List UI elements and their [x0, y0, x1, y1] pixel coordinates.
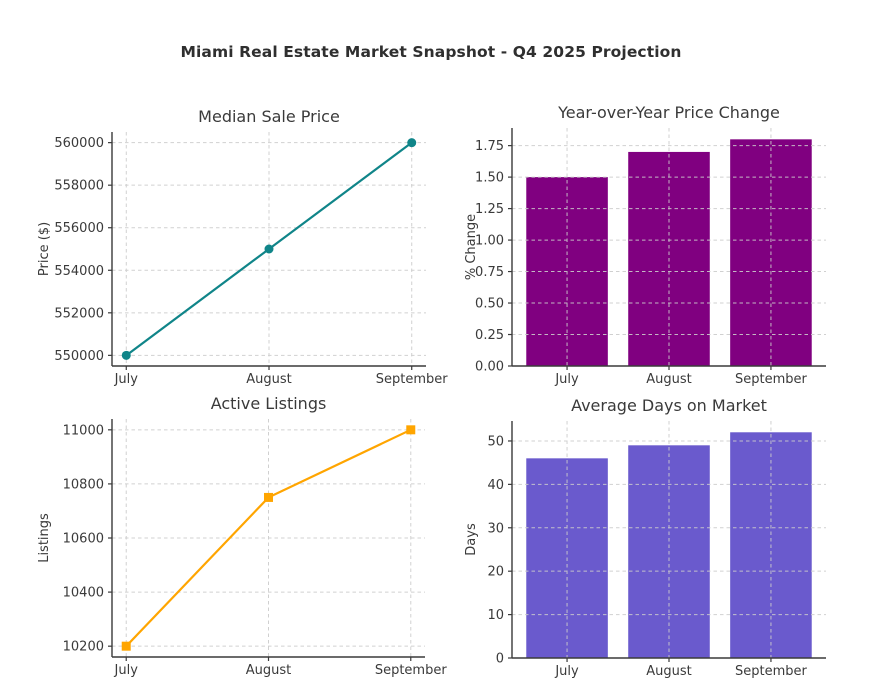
data-point [406, 425, 416, 435]
tick-marks [108, 429, 412, 661]
x-tick-label: July [114, 372, 139, 387]
y-tick-label: 1.25 [475, 202, 504, 217]
y-tick-label: 554000 [54, 264, 104, 279]
y-tick-label: 10400 [63, 586, 104, 601]
y-tick-labels: 0 10 20 30 40 50 [487, 434, 504, 666]
y-axis-label: Listings [37, 513, 52, 563]
avg-days-on-market-plot: 0 10 20 30 40 50 July August September Average Da… [464, 396, 826, 679]
y-tick-label: 560000 [54, 136, 104, 151]
y-tick-label: 0.00 [475, 360, 504, 375]
y-tick-label: 552000 [54, 306, 104, 321]
data-point [264, 244, 274, 254]
data-point [121, 641, 131, 651]
chart-title: Median Sale Price [198, 107, 340, 126]
y-tick-label: 558000 [54, 179, 104, 194]
chart-title: Average Days on Market [571, 396, 767, 415]
x-tick-label: September [735, 664, 808, 679]
y-tick-label: 11000 [63, 423, 104, 438]
x-tick-label: July [554, 664, 579, 679]
y-tick-label: 550000 [54, 349, 104, 364]
x-tick-labels: July August September [114, 372, 449, 387]
active-listings-plot: 10200 10400 10600 10800 11000 July August Septe… [37, 394, 448, 678]
gridlines [112, 132, 426, 366]
gridlines [512, 128, 826, 366]
chart-avg-days-on-market: 0 10 20 30 40 50 July August September Average Da… [463, 388, 894, 688]
chart-title: Active Listings [211, 394, 327, 413]
chart-yoy-price-change: 0.00 0.25 0.50 0.75 1.00 1.25 1.50 1.75 July Augu… [463, 96, 894, 388]
y-tick-label: 50 [487, 434, 504, 449]
figure-title: Miami Real Estate Market Snapshot - Q4 2… [180, 43, 682, 61]
y-tick-label: 1.50 [475, 171, 504, 186]
x-tick-label: August [246, 372, 292, 387]
chart-title: Year-over-Year Price Change [557, 103, 780, 122]
y-tick-label: 10200 [63, 640, 104, 655]
y-tick-label: 556000 [54, 221, 104, 236]
y-tick-label: 1.75 [475, 139, 504, 154]
data-point [121, 350, 131, 360]
x-tick-label: July [114, 663, 139, 678]
y-tick-labels: 0.00 0.25 0.50 0.75 1.00 1.25 1.50 1.75 [475, 139, 504, 374]
x-tick-label: September [735, 372, 808, 387]
median-sale-price-plot: 550000 552000 554000 556000 558000 560000 July… [37, 107, 449, 387]
y-tick-label: 0.25 [475, 328, 504, 343]
yoy-price-change-plot: 0.00 0.25 0.50 0.75 1.00 1.25 1.50 1.75 July Augu… [464, 103, 826, 387]
y-tick-label: 30 [487, 521, 504, 536]
y-tick-label: 10 [487, 608, 504, 623]
data-point [407, 138, 417, 148]
y-axis-label: Days [464, 523, 479, 556]
y-tick-label: 40 [487, 478, 504, 493]
data-points [121, 138, 417, 360]
tick-marks [108, 142, 413, 370]
tick-marks [508, 440, 772, 662]
tick-marks [508, 145, 772, 370]
y-tick-label: 0 [496, 652, 504, 667]
x-tick-labels: July August September [554, 372, 807, 387]
y-tick-label: 20 [487, 565, 504, 580]
chart-median-sale-price: 550000 552000 554000 556000 558000 560000 July… [28, 96, 460, 388]
y-tick-label: 0.75 [475, 265, 504, 280]
x-tick-labels: July August September [114, 663, 448, 678]
x-tick-labels: July August September [554, 664, 807, 679]
y-tick-label: 0.50 [475, 297, 504, 312]
y-tick-label: 10800 [63, 477, 104, 492]
data-points [121, 425, 416, 651]
x-tick-label: July [554, 372, 579, 387]
y-tick-label: 10600 [63, 532, 104, 547]
y-axis-label: % Change [464, 214, 479, 280]
chart-active-listings: 10200 10400 10600 10800 11000 July August Septe… [28, 388, 460, 688]
x-tick-label: September [375, 663, 448, 678]
y-axis-label: Price ($) [37, 222, 52, 276]
x-tick-label: August [646, 372, 692, 387]
y-tick-labels: 10200 10400 10600 10800 11000 [63, 423, 104, 654]
gridlines [112, 419, 425, 657]
y-tick-label: 1.00 [475, 234, 504, 249]
gridlines [512, 421, 826, 658]
x-tick-label: August [646, 664, 692, 679]
data-point [264, 492, 273, 502]
x-tick-label: September [376, 372, 449, 387]
x-tick-label: August [246, 663, 292, 678]
y-tick-labels: 550000 552000 554000 556000 558000 560000 [54, 136, 104, 364]
